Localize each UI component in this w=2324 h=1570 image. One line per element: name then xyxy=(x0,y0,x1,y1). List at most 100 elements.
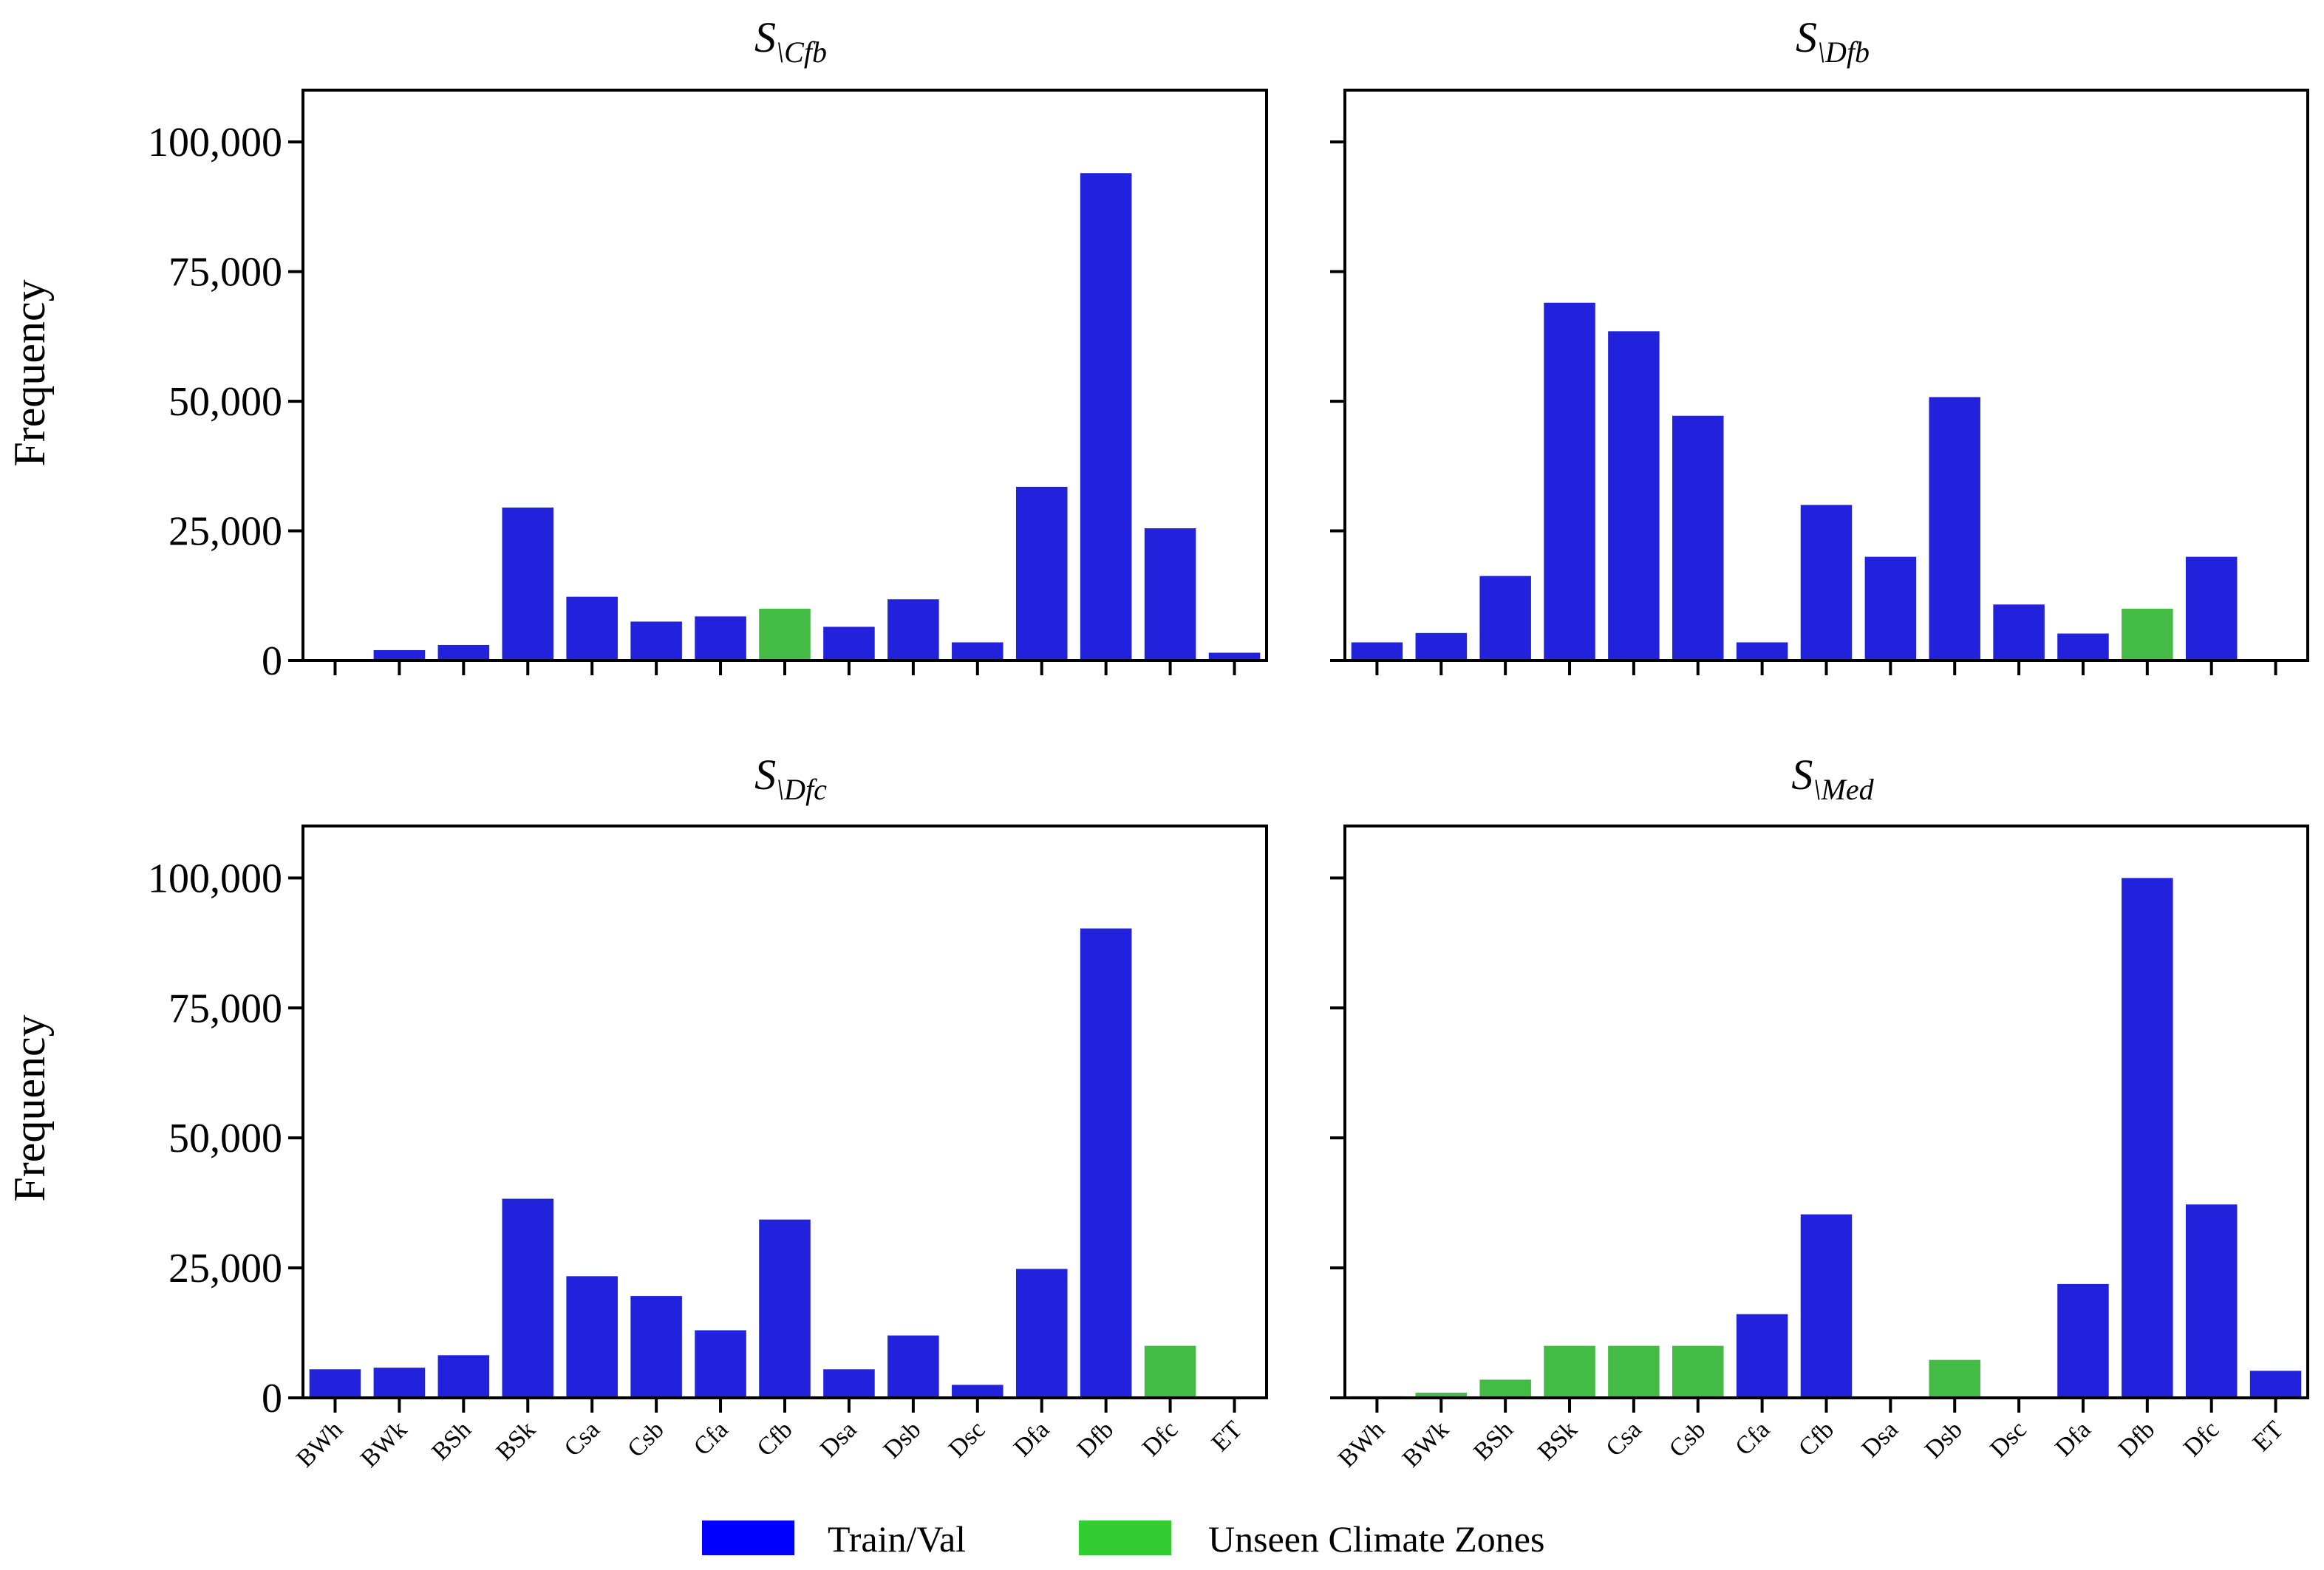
panel-title: S\Cfb xyxy=(754,13,827,69)
y-tick-label: 25,000 xyxy=(168,509,282,555)
panel-s-med: S\Med BWh BWk BSh BSk Csa Csb Cfa Cfb Dsa Dsb Dsc D… xyxy=(1330,751,2309,1472)
bars-layer xyxy=(309,928,1196,1398)
bar-dsa xyxy=(823,627,875,661)
bar-cfb xyxy=(759,1219,811,1398)
bar-dfa xyxy=(2057,1283,2109,1398)
x-tick-label: Dsc xyxy=(944,1416,991,1463)
y-axis xyxy=(1330,140,1345,662)
bar-bwk xyxy=(1415,1392,1468,1398)
bar-dfc xyxy=(2185,556,2238,661)
bar-bsh xyxy=(437,644,490,661)
bar-csb xyxy=(1672,415,1724,661)
x-tick-label: BSk xyxy=(1533,1416,1583,1466)
x-tick-label: Cfa xyxy=(689,1416,734,1461)
x-axis: BWh BWk BSh BSk Csa Csb Cfa Cfb Dsa Dsb Dsc Dfa Dfb D… xyxy=(291,1398,1247,1472)
bar-dfc xyxy=(1144,1345,1196,1398)
bar-et xyxy=(1208,652,1261,661)
bar-csa xyxy=(566,1276,618,1398)
x-tick-label: Dfa xyxy=(1009,1416,1054,1461)
bar-dfb xyxy=(1080,173,1132,661)
bar-cfa xyxy=(1736,642,1788,661)
bar-bsh xyxy=(1479,1379,1531,1398)
bar-bsk xyxy=(502,507,554,661)
panel-s-cfb: S\Cfb Frequency 0 25,000 50,000 75,000 100,0… xyxy=(5,13,1268,684)
x-tick-label: BSh xyxy=(1468,1416,1519,1466)
bar-cfb xyxy=(759,608,811,661)
bar-csa xyxy=(566,596,618,661)
y-tick-label: 75,000 xyxy=(168,986,282,1031)
panel-s-dfc: S\Dfc Frequency 0 25,000 50,000 75,000 100,0… xyxy=(5,751,1268,1472)
x-axis xyxy=(1375,661,2277,675)
bar-dfc xyxy=(1144,528,1196,661)
x-tick-label: ET xyxy=(1207,1416,1248,1457)
bars-layer xyxy=(1351,878,2302,1398)
bar-bsk xyxy=(1544,1345,1595,1398)
bar-dfb xyxy=(2122,878,2173,1398)
bar-bwk xyxy=(373,649,426,661)
bar-cfb xyxy=(1800,505,1853,661)
x-tick-label: BWk xyxy=(355,1416,412,1472)
bar-bwh xyxy=(309,1369,361,1398)
y-tick-label: 75,000 xyxy=(168,250,282,296)
x-tick-label: Dfa xyxy=(2050,1416,2096,1461)
x-tick-label: Dfb xyxy=(1072,1416,1120,1463)
bar-dsb xyxy=(887,1335,939,1398)
x-tick-label: Cfa xyxy=(1730,1416,1775,1461)
x-tick-label: Cfb xyxy=(752,1416,797,1461)
bars-layer xyxy=(373,173,1261,661)
legend-label-train: Train/Val xyxy=(828,1518,966,1560)
x-tick-label: Csb xyxy=(1664,1416,1711,1463)
bar-bwh xyxy=(1351,642,1403,661)
x-tick-label: Dfc xyxy=(2178,1416,2224,1461)
bar-dfa xyxy=(2057,633,2109,661)
x-tick-label: Csa xyxy=(1601,1416,1646,1461)
x-tick-label: BWh xyxy=(1333,1416,1390,1472)
bar-dsc xyxy=(1993,604,2045,661)
bar-dsb xyxy=(1929,1359,1980,1398)
bar-bwk xyxy=(373,1368,426,1398)
x-tick-label: Dsa xyxy=(1856,1416,1904,1463)
bar-dsb xyxy=(1929,397,1980,661)
panel-s-dfb: S\Dfb xyxy=(1330,13,2309,675)
y-axis-label: Frequency xyxy=(5,1014,54,1201)
x-tick-label: Csb xyxy=(622,1416,669,1463)
bar-dfb xyxy=(2122,608,2173,661)
bar-dfc xyxy=(2185,1204,2238,1398)
y-tick-label: 25,000 xyxy=(168,1246,282,1291)
panel-title: S\Dfb xyxy=(1796,13,1870,69)
y-tick-label: 50,000 xyxy=(168,1116,282,1161)
bar-dfa xyxy=(1015,1269,1068,1398)
bar-csb xyxy=(630,1296,682,1398)
y-axis: 0 25,000 50,000 75,000 100,000 xyxy=(148,120,303,684)
x-tick-label: Dsa xyxy=(815,1416,862,1463)
x-tick-label: Cfb xyxy=(1793,1416,1839,1461)
legend: Train/Val Unseen Climate Zones xyxy=(702,1518,1544,1560)
x-tick-label: Csa xyxy=(559,1416,605,1461)
x-tick-label: BSk xyxy=(491,1416,541,1466)
bar-bwk xyxy=(1415,632,1468,661)
y-tick-label: 100,000 xyxy=(148,856,282,901)
bar-csb xyxy=(1672,1345,1724,1398)
bar-dsc xyxy=(952,642,1003,661)
panel-title: S\Dfc xyxy=(754,751,827,806)
legend-label-unseen: Unseen Climate Zones xyxy=(1208,1518,1544,1560)
bar-dfa xyxy=(1015,486,1068,661)
y-tick-label: 0 xyxy=(262,638,282,684)
legend-swatch-unseen xyxy=(1079,1520,1171,1555)
bar-cfb xyxy=(1800,1214,1853,1398)
bar-dsa xyxy=(1864,556,1917,661)
bars-layer xyxy=(1351,302,2238,661)
y-tick-label: 100,000 xyxy=(148,120,282,165)
bar-csb xyxy=(630,621,682,661)
panel-title: S\Med xyxy=(1791,751,1874,806)
bar-cfa xyxy=(695,1330,746,1398)
bar-cfa xyxy=(1736,1314,1788,1398)
bar-et xyxy=(2249,1371,2302,1398)
bar-bsh xyxy=(437,1355,490,1398)
y-tick-label: 50,000 xyxy=(168,379,282,425)
x-tick-label: ET xyxy=(2248,1416,2289,1457)
x-axis xyxy=(333,661,1236,675)
bar-csa xyxy=(1608,1345,1660,1398)
